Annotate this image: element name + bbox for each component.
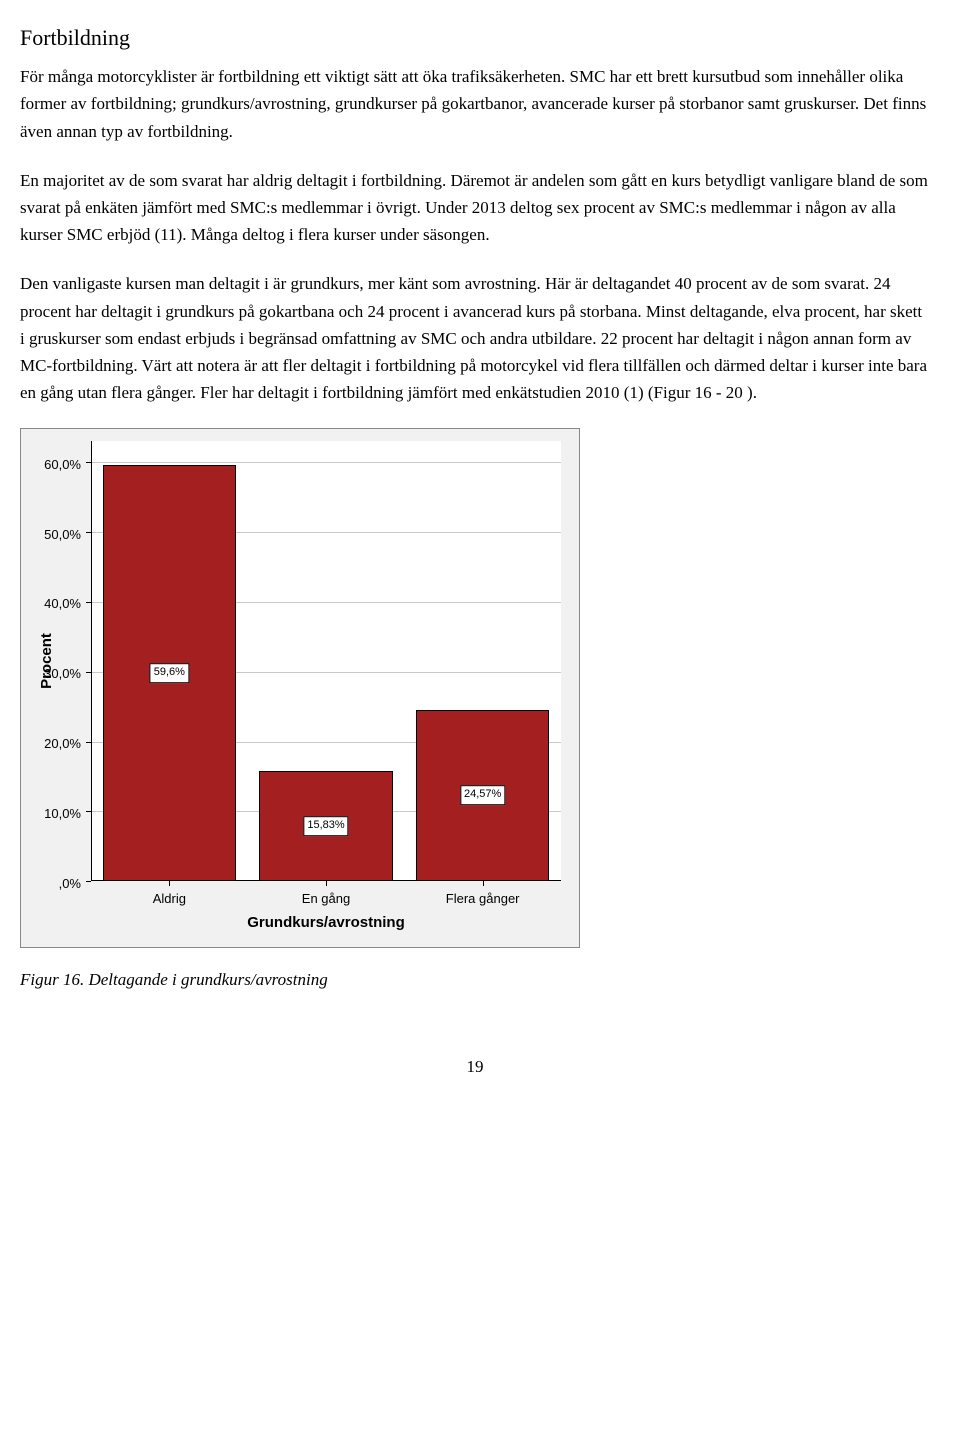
x-axis-title: Grundkurs/avrostning — [91, 911, 561, 935]
y-tick-label: 20,0% — [21, 734, 81, 755]
y-tick-mark — [86, 672, 91, 673]
page-number: 19 — [20, 1053, 930, 1080]
y-tick-label: 40,0% — [21, 594, 81, 615]
section-heading: Fortbildning — [20, 20, 930, 55]
bar: 59,6% — [103, 465, 236, 881]
y-tick-mark — [86, 532, 91, 533]
bar-value-label: 24,57% — [460, 786, 505, 806]
y-tick-label: 60,0% — [21, 455, 81, 476]
y-tick-mark — [86, 881, 91, 882]
paragraph-2: En majoritet av de som svarat har aldrig… — [20, 167, 930, 249]
bar-chart: 59,6%15,83%24,57%,0%10,0%20,0%30,0%40,0%… — [20, 428, 580, 948]
y-axis-line — [91, 441, 92, 881]
y-tick-mark — [86, 462, 91, 463]
y-tick-label: 50,0% — [21, 525, 81, 546]
x-tick-label: Aldrig — [153, 889, 186, 910]
x-tick-mark — [483, 881, 484, 886]
bar-value-label: 15,83% — [303, 816, 348, 836]
y-tick-label: 10,0% — [21, 804, 81, 825]
y-axis-title: Procent — [35, 633, 59, 689]
chart-figure: 59,6%15,83%24,57%,0%10,0%20,0%30,0%40,0%… — [20, 428, 930, 993]
bar: 15,83% — [259, 771, 392, 882]
y-tick-label: ,0% — [21, 874, 81, 895]
figure-caption: Figur 16. Deltagande i grundkurs/avrostn… — [20, 966, 930, 993]
y-tick-mark — [86, 811, 91, 812]
x-tick-label: En gång — [302, 889, 350, 910]
bar: 24,57% — [416, 710, 549, 882]
paragraph-3: Den vanligaste kursen man deltagit i är … — [20, 270, 930, 406]
gridline — [91, 462, 561, 463]
y-tick-mark — [86, 742, 91, 743]
x-tick-mark — [169, 881, 170, 886]
y-tick-mark — [86, 602, 91, 603]
paragraph-1: För många motorcyklister är fortbildning… — [20, 63, 930, 145]
x-tick-label: Flera gånger — [446, 889, 520, 910]
x-tick-mark — [326, 881, 327, 886]
plot-area: 59,6% 15,83% 24,57% — [91, 441, 561, 881]
bar-value-label: 59,6% — [150, 663, 189, 683]
